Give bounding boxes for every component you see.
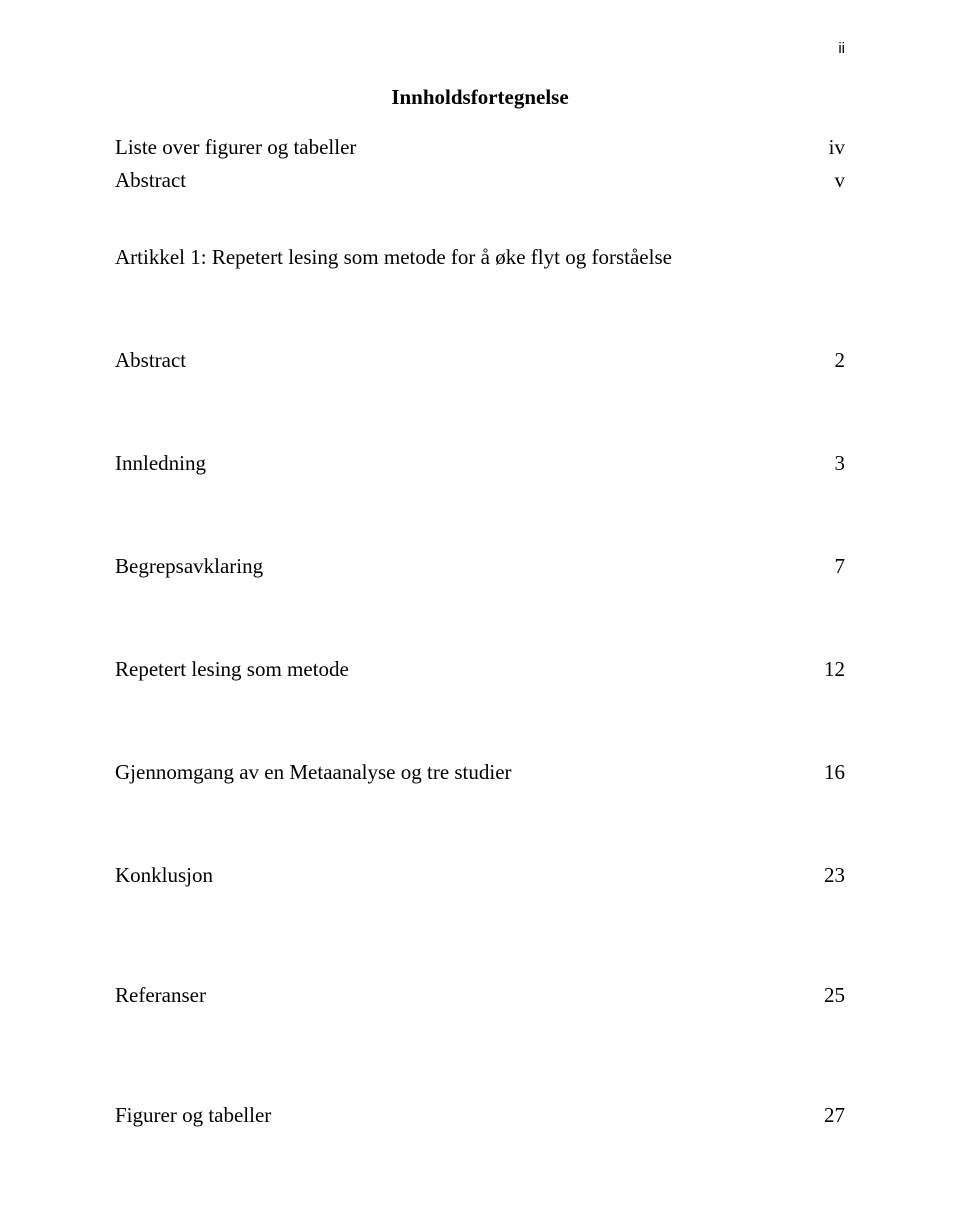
toc-label: Repetert lesing som metode <box>115 657 805 682</box>
toc-label: Figurer og tabeller <box>115 1103 805 1128</box>
toc-row-front-1: Abstract v <box>115 168 845 193</box>
toc-page: 23 <box>805 863 845 888</box>
toc-page: 3 <box>805 451 845 476</box>
toc-row-4: Gjennomgang av en Metaanalyse og tre stu… <box>115 760 845 785</box>
toc-row-1: Innledning 3 <box>115 451 845 476</box>
toc-label: Referanser <box>115 983 805 1008</box>
toc-label: Gjennomgang av en Metaanalyse og tre stu… <box>115 760 805 785</box>
toc-row-6: Referanser 25 <box>115 983 845 1008</box>
toc-title: Innholdsfortegnelse <box>115 85 845 110</box>
page-number: ii <box>838 40 845 57</box>
toc-page: 7 <box>805 554 845 579</box>
toc-label: Konklusjon <box>115 863 805 888</box>
toc-row-3: Repetert lesing som metode 12 <box>115 657 845 682</box>
toc-row-7: Figurer og tabeller 27 <box>115 1103 845 1128</box>
toc-page: 27 <box>805 1103 845 1128</box>
toc-row-5: Konklusjon 23 <box>115 863 845 888</box>
toc-page: v <box>805 168 845 193</box>
toc-page: 16 <box>805 760 845 785</box>
article-heading: Artikkel 1: Repetert lesing som metode f… <box>115 245 845 270</box>
toc-label: Abstract <box>115 348 805 373</box>
toc-label: Liste over figurer og tabeller <box>115 135 805 160</box>
toc-row-0: Abstract 2 <box>115 348 845 373</box>
toc-row-front-0: Liste over figurer og tabeller iv <box>115 135 845 160</box>
toc-label: Begrepsavklaring <box>115 554 805 579</box>
toc-page: 2 <box>805 348 845 373</box>
toc-label: Abstract <box>115 168 805 193</box>
toc-row-2: Begrepsavklaring 7 <box>115 554 845 579</box>
toc-page: 12 <box>805 657 845 682</box>
toc-page: iv <box>805 135 845 160</box>
toc-label: Innledning <box>115 451 805 476</box>
toc-page: 25 <box>805 983 845 1008</box>
